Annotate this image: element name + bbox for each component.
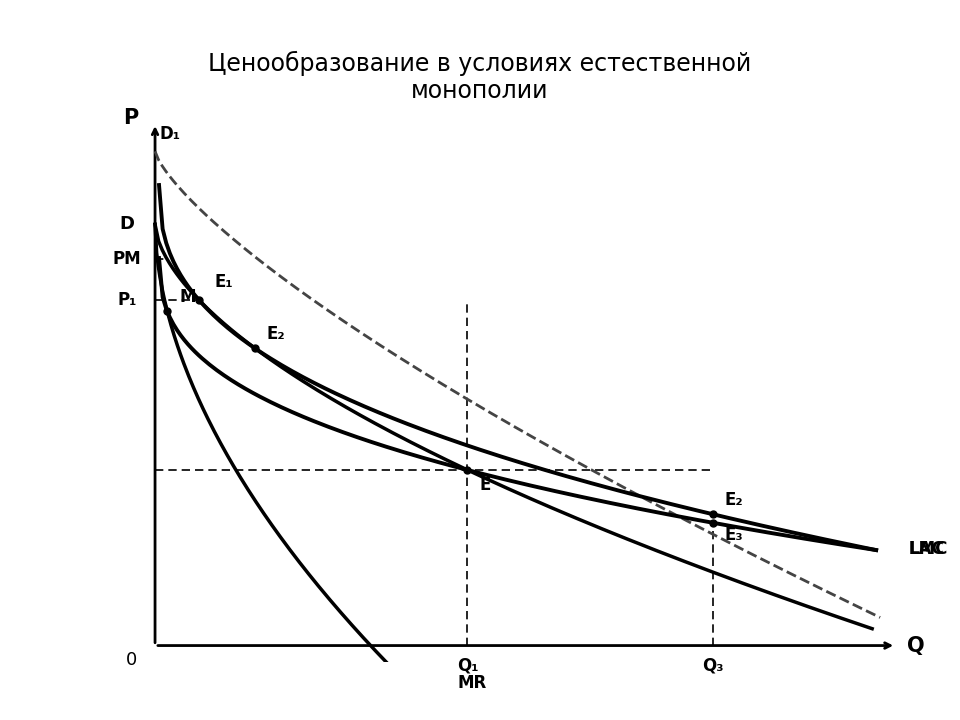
- Text: E₂: E₂: [267, 325, 285, 343]
- Text: Q₃: Q₃: [702, 656, 724, 674]
- Text: M: M: [180, 288, 196, 306]
- Text: D₁: D₁: [159, 125, 180, 143]
- Text: Ценообразование в условиях естественной
монополии: Ценообразование в условиях естественной …: [208, 50, 752, 104]
- Text: LAC: LAC: [908, 540, 944, 558]
- Text: LMC: LMC: [908, 541, 948, 559]
- Text: PМ: PМ: [113, 251, 141, 269]
- Text: MR: MR: [458, 674, 487, 692]
- Text: E: E: [479, 475, 491, 493]
- Text: 0: 0: [126, 651, 136, 669]
- Text: P: P: [124, 108, 139, 127]
- Text: D: D: [120, 215, 134, 233]
- Text: Q: Q: [907, 636, 924, 655]
- Text: E₃: E₃: [725, 526, 743, 544]
- Text: Q₁: Q₁: [457, 656, 478, 674]
- Text: E₂: E₂: [725, 490, 743, 508]
- Text: E₁: E₁: [215, 274, 233, 292]
- Text: P₁: P₁: [117, 291, 137, 309]
